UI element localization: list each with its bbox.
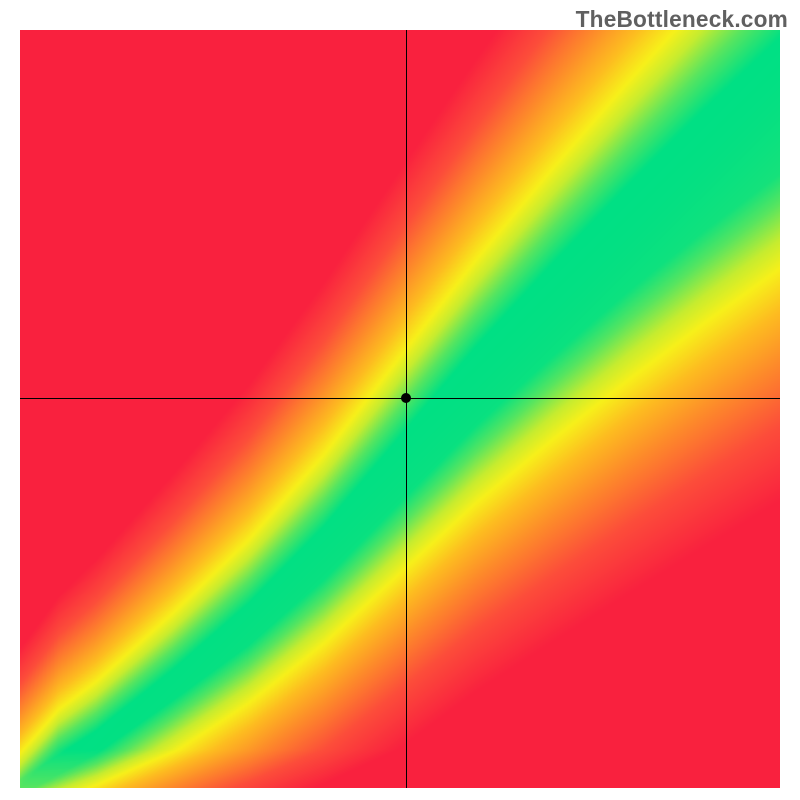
crosshair-vertical — [406, 30, 407, 788]
crosshair-marker — [401, 393, 411, 403]
heatmap-canvas — [20, 30, 780, 788]
watermark-text: TheBottleneck.com — [576, 6, 788, 33]
crosshair-horizontal — [20, 398, 780, 399]
chart-container: TheBottleneck.com — [0, 0, 800, 800]
heatmap-plot — [20, 30, 780, 788]
